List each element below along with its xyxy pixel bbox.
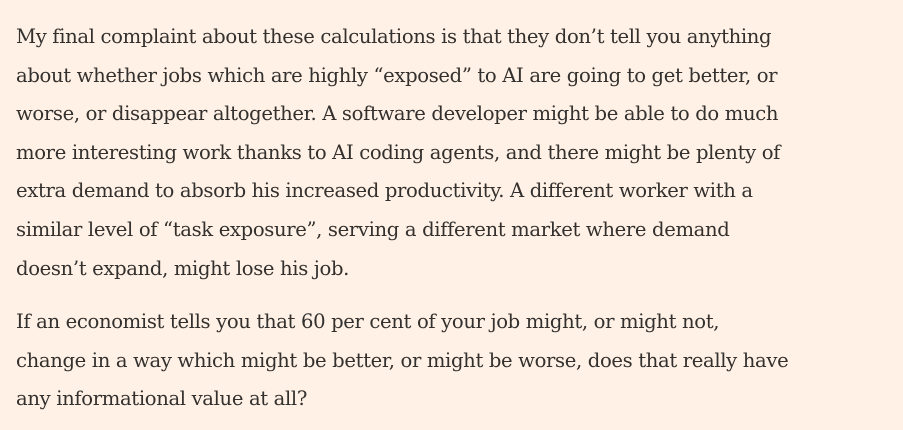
paragraph-line: My final complaint about these calculati… <box>16 25 772 48</box>
paragraph-line: more interesting work thanks to AI codin… <box>16 140 781 164</box>
paragraph-line: similar level of “task exposure”, servin… <box>16 217 730 241</box>
paragraph-line: worse, or disappear altogether. A softwa… <box>16 102 779 126</box>
paragraph-line: change in a way which might be better, o… <box>16 348 789 372</box>
article-body: My final complaint about these calculati… <box>16 18 896 419</box>
paragraph-line: about whether jobs which are highly “exp… <box>16 63 778 87</box>
article-paragraph: If an economist tells you that 60 per ce… <box>16 303 896 419</box>
paragraph-line: any informational value at all? <box>16 387 308 411</box>
paragraph-line: extra demand to absorb his increased pro… <box>16 179 753 203</box>
paragraph-line: If an economist tells you that 60 per ce… <box>16 310 720 334</box>
paragraph-line: doesn’t expand, might lose his job. <box>16 256 350 280</box>
article-paragraph: My final complaint about these calculati… <box>16 18 896 288</box>
